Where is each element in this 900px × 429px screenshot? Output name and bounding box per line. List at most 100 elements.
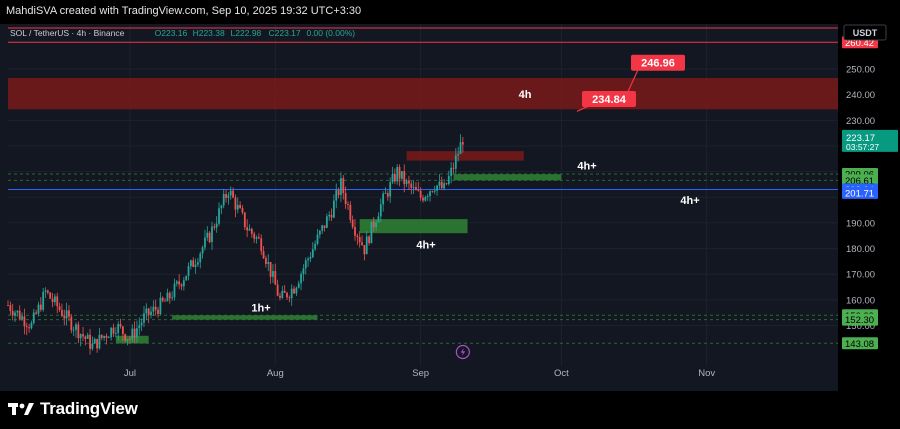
candle-down xyxy=(253,233,256,239)
legend-change: 0.00 (0.00%) xyxy=(306,28,355,38)
candle-up xyxy=(91,343,94,349)
current-price-tag xyxy=(842,129,898,152)
candle-up xyxy=(321,225,324,231)
candle-down xyxy=(415,187,417,191)
candle-up xyxy=(309,257,312,259)
candle-up xyxy=(412,187,415,188)
candle-up xyxy=(211,226,213,243)
candle-down xyxy=(398,167,401,179)
currency-button-frame xyxy=(843,24,887,41)
candle-up xyxy=(187,266,190,276)
candle-down xyxy=(51,298,54,302)
lightning-icon[interactable] xyxy=(455,344,470,360)
candle-down xyxy=(180,284,183,287)
candle-up xyxy=(272,271,274,277)
candle-up xyxy=(185,275,188,281)
price-axis-tick: 180.00 xyxy=(846,244,875,255)
price-tag xyxy=(842,337,878,350)
candle-up xyxy=(136,328,138,338)
candle-down xyxy=(445,183,448,185)
candle-down xyxy=(440,181,443,189)
candle-up xyxy=(220,205,223,209)
candle-down xyxy=(11,310,14,316)
candle-up xyxy=(307,258,310,261)
tradingview-logo[interactable]: TradingView xyxy=(8,399,138,419)
candle-down xyxy=(269,261,272,277)
candle-up xyxy=(204,237,206,248)
lightning-icon-ring xyxy=(455,344,470,360)
candle-down xyxy=(112,327,115,334)
candle-down xyxy=(58,306,61,310)
candle-up xyxy=(400,171,403,179)
candle-up xyxy=(218,208,220,224)
candle-down xyxy=(393,174,396,182)
candle-down xyxy=(82,334,84,337)
time-axis-tick: Sep xyxy=(412,368,429,379)
current-price-tag-countdown: 03:57:27 xyxy=(846,142,879,152)
candle-down xyxy=(164,300,166,302)
candle-up xyxy=(248,228,251,231)
price-tag xyxy=(842,174,878,187)
candle-up xyxy=(429,191,431,196)
currency-button[interactable]: USDT xyxy=(843,24,887,41)
candle-up xyxy=(138,325,141,329)
candle-up xyxy=(189,260,192,267)
current-price-tag-value: 223.17 xyxy=(846,133,875,144)
time-axis-tick: Aug xyxy=(267,368,284,379)
candle-up xyxy=(438,181,441,186)
candle-up xyxy=(75,324,77,330)
candle-down xyxy=(9,305,12,311)
candle-up xyxy=(382,193,385,205)
candle-up xyxy=(295,287,298,294)
blue-line-label-4h-plus: 4h+ xyxy=(680,195,699,207)
candle-up xyxy=(389,182,392,197)
price-chart[interactable]: SOL / TetherUS · 4h · Binance O223.16 H223… xyxy=(0,24,900,391)
price-callouts: 246.96 234.84 xyxy=(576,54,685,112)
chart-area[interactable]: SOL / TetherUS · 4h · Binance O223.16 H223… xyxy=(0,24,900,391)
candle-down xyxy=(323,225,326,228)
price-axis-background xyxy=(838,24,900,391)
price-axis-tick: 160.00 xyxy=(846,295,875,306)
candle-down xyxy=(276,284,279,296)
candle-up xyxy=(182,280,185,287)
candle-up xyxy=(65,310,68,319)
candle-up xyxy=(328,214,331,217)
candle-down xyxy=(410,183,413,188)
candle-down xyxy=(408,180,410,184)
candle-up xyxy=(304,260,307,269)
time-axis: Jul Aug Sep Oct Nov xyxy=(124,368,716,379)
candle-down xyxy=(431,191,434,192)
candle-up xyxy=(447,175,450,185)
candles xyxy=(7,134,464,355)
candle-up xyxy=(215,223,218,228)
candle-up xyxy=(267,261,270,264)
candle-up xyxy=(30,322,33,329)
candle-up xyxy=(201,247,204,254)
candle-down xyxy=(265,258,267,264)
price-axis-tick: 190.00 xyxy=(846,218,875,229)
candle-down xyxy=(337,190,340,196)
price-tag-value: 201.71 xyxy=(845,188,874,199)
zones xyxy=(8,78,838,344)
zone-label-4h-plus-upper: 4h+ xyxy=(577,160,596,172)
zone-label-4h: 4h xyxy=(519,89,532,101)
candle-down xyxy=(49,292,52,299)
candle-up xyxy=(199,253,202,263)
candle-up xyxy=(375,222,378,228)
candle-up xyxy=(114,333,117,334)
candle-up xyxy=(140,322,143,326)
price-axis-tick: 230.00 xyxy=(846,116,875,127)
candle-down xyxy=(344,193,347,205)
candle-down xyxy=(452,167,455,169)
callout-box xyxy=(631,54,685,71)
candle-down xyxy=(225,194,227,198)
candle-up xyxy=(150,311,152,316)
candle-down xyxy=(84,336,87,339)
candle-down xyxy=(70,316,73,331)
candle-down xyxy=(77,324,80,339)
candle-up xyxy=(436,185,438,191)
time-axis-tick: Nov xyxy=(698,368,715,379)
price-axis-tick: 150.00 xyxy=(846,321,875,332)
candle-up xyxy=(433,190,436,192)
candle-up xyxy=(227,195,230,198)
